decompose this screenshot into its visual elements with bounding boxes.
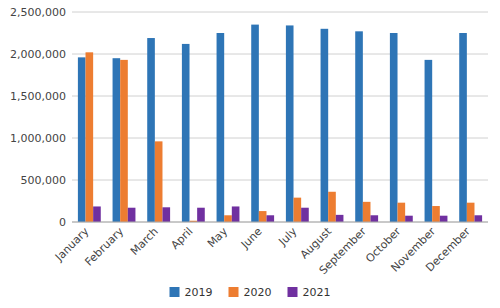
bar xyxy=(217,33,225,222)
bar xyxy=(224,215,232,222)
x-tick-label: May xyxy=(205,225,231,251)
bar xyxy=(390,33,398,222)
legend-swatch xyxy=(288,287,298,297)
bar xyxy=(363,202,371,222)
bar xyxy=(93,206,101,222)
chart: 0 500,000 1,000,000 1,500,000 2,000,000 2,500… xyxy=(0,0,500,308)
bar xyxy=(128,208,136,222)
legend: 2019 2020 2021 xyxy=(170,286,331,299)
legend-swatch xyxy=(170,287,180,297)
bar xyxy=(294,198,302,222)
grid-line xyxy=(72,54,488,55)
x-tick-label: June xyxy=(238,225,265,252)
bar xyxy=(259,211,267,222)
x-tick-label: December xyxy=(423,225,473,275)
y-tick-label: 1,500,000 xyxy=(10,90,66,103)
x-tick-label: March xyxy=(128,225,161,258)
y-tick-label: 1,000,000 xyxy=(10,132,66,145)
y-tick-label: 500,000 xyxy=(21,174,67,187)
grid-line xyxy=(72,12,488,13)
bars xyxy=(78,25,482,222)
bar xyxy=(162,207,170,222)
bar xyxy=(432,206,440,222)
bar xyxy=(440,216,448,222)
bar xyxy=(355,31,363,222)
bar xyxy=(328,192,336,222)
bar xyxy=(474,215,482,222)
bar xyxy=(301,208,309,222)
bar xyxy=(405,216,413,222)
bar xyxy=(266,215,274,222)
legend-label: 2021 xyxy=(303,286,331,299)
legend-label: 2020 xyxy=(244,286,272,299)
bar xyxy=(459,33,467,222)
bar xyxy=(467,203,475,222)
bar xyxy=(155,141,163,222)
x-axis-line xyxy=(72,222,488,223)
grid-line xyxy=(72,222,488,223)
y-tick-label: 2,000,000 xyxy=(10,48,66,61)
x-tick-label: July xyxy=(276,225,300,249)
bar xyxy=(197,208,205,222)
bar xyxy=(398,203,406,222)
x-tick-label: February xyxy=(82,225,126,269)
bar xyxy=(321,29,329,222)
bar xyxy=(425,60,433,222)
y-tick-label: 2,500,000 xyxy=(10,6,66,19)
bar xyxy=(182,44,190,222)
bar xyxy=(370,215,378,222)
bar xyxy=(251,25,259,222)
legend-label: 2019 xyxy=(185,286,213,299)
bar xyxy=(286,25,294,222)
bar xyxy=(336,215,344,222)
bar xyxy=(113,58,121,222)
bar xyxy=(120,60,128,222)
bar xyxy=(78,57,86,222)
legend-swatch xyxy=(229,287,239,297)
x-tick-label: September xyxy=(317,225,370,278)
bar xyxy=(147,38,155,222)
y-tick-label: 0 xyxy=(59,216,66,229)
bar xyxy=(86,52,94,222)
bar xyxy=(232,206,240,222)
x-tick-label: April xyxy=(168,225,195,252)
